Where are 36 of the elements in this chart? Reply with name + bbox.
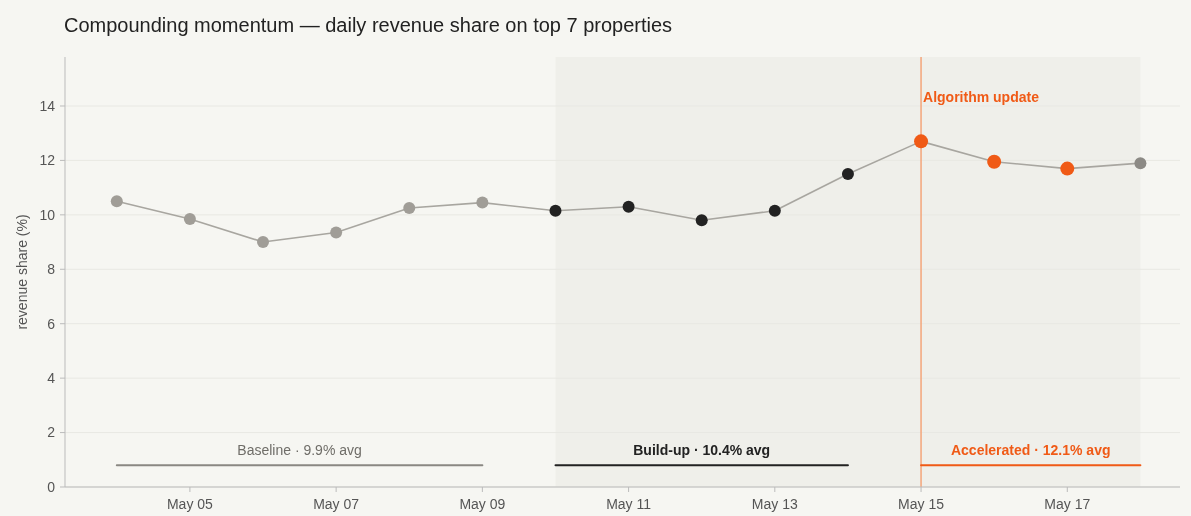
y-tick-label: 0 — [47, 478, 56, 495]
x-tick-label: May 15 — [898, 496, 945, 512]
y-tick-label: 12 — [39, 152, 56, 169]
x-tick-label: May 05 — [166, 496, 214, 512]
y-tick-label: 10 — [39, 206, 56, 223]
series-label: Accelerated · 12.1% avg — [950, 442, 1111, 459]
point — [183, 212, 196, 225]
series-label: Baseline · 9.9% avg — [237, 442, 362, 459]
point — [110, 195, 123, 208]
point — [476, 196, 489, 209]
point — [914, 134, 929, 149]
x-tick-label: May 17 — [1044, 496, 1091, 512]
point — [987, 154, 1002, 169]
chart-title: Compounding momentum — daily revenue share on top 7 properties — [64, 14, 673, 36]
y-tick-label: 8 — [47, 261, 56, 278]
point — [403, 202, 416, 215]
point — [257, 236, 270, 249]
x-tick-label: May 07 — [313, 496, 360, 512]
y-tick-label: 4 — [47, 370, 56, 387]
y-tick-label: 14 — [39, 97, 56, 114]
y-tick-label: 2 — [47, 424, 56, 441]
y-tick-label: 6 — [47, 315, 56, 332]
point — [695, 214, 708, 227]
x-tick-label: May 11 — [606, 496, 652, 512]
point — [622, 200, 635, 213]
ref-line-label: Algorithm update — [923, 89, 1040, 105]
point — [330, 226, 343, 239]
point — [1134, 157, 1147, 170]
x-tick-label: May 13 — [751, 496, 798, 512]
point — [768, 204, 781, 217]
point — [1060, 161, 1075, 176]
x-tick-label: May 09 — [459, 496, 506, 512]
series-label: Build-up · 10.4% avg — [633, 442, 771, 459]
point — [549, 204, 562, 217]
point — [841, 168, 854, 181]
y-axis-title: revenue share (%) — [14, 214, 30, 330]
